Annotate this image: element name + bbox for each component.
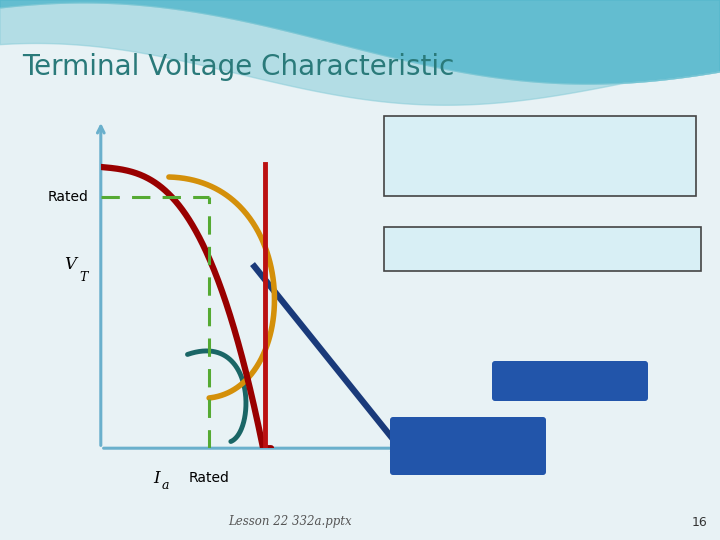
- Text: Increasing load increases: Increasing load increases: [395, 132, 586, 146]
- Text: I: I: [153, 470, 160, 487]
- Text: a: a: [428, 170, 435, 183]
- FancyBboxPatch shape: [384, 227, 701, 271]
- Text: Breakdown: Breakdown: [528, 374, 612, 388]
- Text: I: I: [395, 166, 401, 180]
- FancyBboxPatch shape: [492, 361, 648, 401]
- Text: Increase load until breakdown occurs: Increase load until breakdown occurs: [402, 242, 683, 256]
- Text: Rated: Rated: [48, 190, 89, 204]
- Text: a: a: [403, 170, 410, 183]
- Text: Constant I
Region: Constant I Region: [429, 431, 507, 461]
- Text: Terminal Voltage Characteristic: Terminal Voltage Characteristic: [22, 53, 454, 81]
- Text: 16: 16: [692, 516, 708, 529]
- Text: a: a: [162, 478, 170, 491]
- Text: T: T: [80, 271, 88, 284]
- Text: V: V: [64, 255, 76, 273]
- FancyBboxPatch shape: [390, 417, 546, 475]
- Text: . I: . I: [410, 166, 425, 180]
- Text: Rated: Rated: [189, 471, 230, 485]
- Text: R drop.: R drop.: [435, 166, 490, 180]
- Text: Lesson 22 332a.pptx: Lesson 22 332a.pptx: [228, 516, 352, 529]
- FancyBboxPatch shape: [384, 116, 696, 196]
